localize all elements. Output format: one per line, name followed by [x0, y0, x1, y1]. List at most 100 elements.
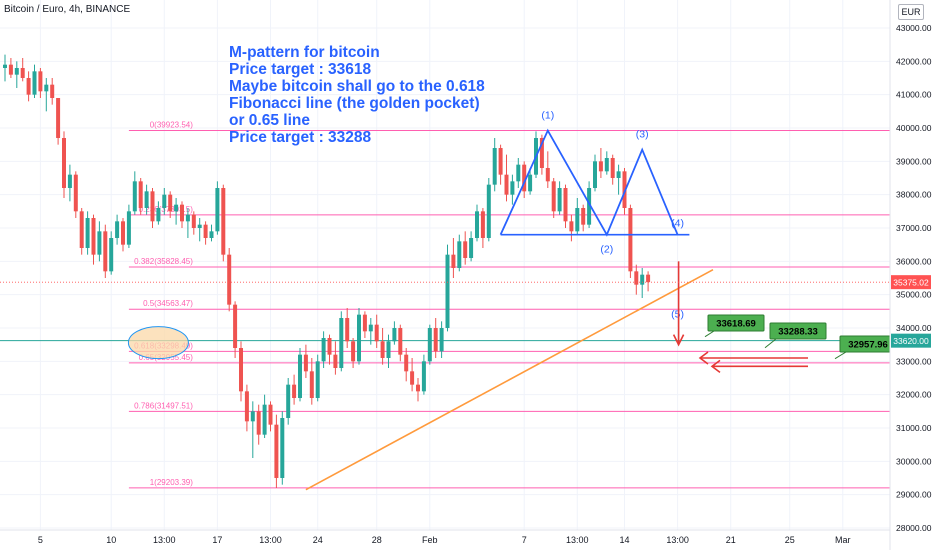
candle-body	[144, 191, 149, 208]
target-callout-line	[764, 338, 777, 349]
target-box	[769, 322, 827, 340]
candle-body	[604, 158, 609, 172]
candle-body	[132, 181, 137, 212]
candle-body	[303, 354, 308, 372]
currency-button[interactable]: EUR	[898, 4, 924, 20]
candle-body	[298, 354, 302, 398]
candle-body	[215, 188, 220, 232]
golden-pocket-highlight	[127, 326, 189, 360]
candle-body	[410, 371, 415, 385]
x-tick-label: 28	[372, 535, 382, 545]
y-tick-label: 35000.00	[896, 290, 932, 300]
candle-body	[616, 171, 621, 178]
target-label: 32957.96	[848, 340, 888, 351]
candle-body	[150, 191, 155, 222]
candle-body	[268, 404, 273, 425]
highlight-price-label: 33620.00	[893, 336, 929, 346]
candle-body	[38, 71, 43, 92]
candle-body	[274, 424, 279, 478]
candle-body	[250, 411, 255, 422]
target-box	[707, 314, 765, 332]
y-tick-label: 38000.00	[896, 190, 932, 200]
candle-body	[504, 174, 509, 195]
y-tick-label: 40000.00	[896, 123, 932, 133]
candle-body	[292, 384, 297, 398]
candle-body	[587, 188, 592, 225]
x-tick-label: 5	[38, 535, 43, 545]
candle-body	[321, 338, 326, 362]
candle-body	[339, 318, 344, 368]
fib-level-label: 1(29203.39)	[150, 478, 193, 487]
candle-body	[475, 211, 479, 238]
candle-body	[622, 171, 627, 208]
candle-body	[3, 64, 7, 68]
target-label: 33618.69	[716, 319, 756, 330]
y-tick-label: 34000.00	[896, 323, 932, 333]
candle-body	[628, 208, 633, 272]
annotation-line: Fibonacci line (the golden pocket)	[229, 95, 480, 112]
price-axis-background	[890, 0, 932, 550]
candle-body	[62, 138, 66, 188]
fib-level-label: 0.236(37393.5)	[139, 205, 194, 214]
candle-body	[421, 361, 426, 392]
annotation-line: M-pattern for bitcoin	[229, 44, 380, 61]
x-tick-label: 13:00	[259, 535, 282, 545]
candle-body	[315, 361, 320, 398]
candle-body	[545, 168, 550, 182]
y-tick-label: 29000.00	[896, 490, 932, 500]
candle-body	[180, 204, 184, 222]
down-arrow-head	[672, 334, 685, 347]
y-tick-label: 39000.00	[896, 156, 932, 166]
text-annotation[interactable]: M-pattern for bitcoin Price target : 336…	[229, 44, 485, 146]
candle-body	[427, 328, 432, 362]
candle-body	[374, 324, 379, 342]
candle-body	[433, 328, 438, 352]
candle-body	[463, 241, 468, 258]
candle-body	[398, 328, 403, 355]
x-tick-label: 21	[726, 535, 736, 545]
candle-body	[457, 241, 462, 268]
candle-body	[357, 314, 361, 362]
candle-body	[634, 271, 639, 285]
candle-body	[345, 318, 350, 342]
candle-body	[392, 328, 397, 342]
candle-body	[486, 184, 491, 238]
trendline	[305, 268, 714, 491]
candle-body	[185, 214, 190, 222]
candle-body	[439, 328, 444, 352]
candle-body	[610, 158, 615, 178]
candle-body	[551, 181, 556, 212]
candle-body	[44, 84, 49, 92]
grid	[0, 0, 890, 530]
candle-body	[510, 181, 515, 195]
y-tick-label: 30000.00	[896, 456, 932, 466]
time-axis[interactable]: 5 10 13:00 17 13:00 24 28 Feb 7 13:00 14 13:00 21 25 M…	[0, 529, 890, 545]
y-tick-label: 33000.00	[896, 356, 932, 366]
candle-body	[333, 354, 338, 368]
candle-body	[20, 68, 25, 78]
target-callout-line	[834, 351, 847, 360]
x-tick-label: 17	[212, 535, 222, 545]
candle-body	[557, 188, 562, 212]
candle-body	[380, 341, 385, 358]
fib-level-label: 0.786(31497.51)	[134, 401, 193, 410]
symbol-title: Bitcoin / Euro, 4h, BINANCE	[4, 4, 131, 15]
candle-body	[309, 371, 314, 398]
candle-body	[244, 391, 249, 422]
candle-body	[522, 164, 527, 192]
candle-body	[79, 211, 84, 248]
candle-body	[469, 238, 474, 258]
target-callout-line	[704, 330, 715, 338]
candle-body	[115, 221, 120, 238]
pattern-point-label: (5)	[671, 309, 684, 321]
candle-body	[368, 324, 373, 332]
pattern-point-label: (1)	[541, 110, 554, 122]
candle-body	[563, 188, 568, 222]
y-tick-label: 32000.00	[896, 390, 932, 400]
candle-body	[581, 208, 586, 225]
candle-body	[575, 208, 580, 232]
candle-body	[14, 68, 19, 75]
candle-body	[239, 348, 243, 392]
price-axis[interactable]: 28000.00 29000.00 30000.00 31000.00 32000.00…	[889, 0, 932, 550]
